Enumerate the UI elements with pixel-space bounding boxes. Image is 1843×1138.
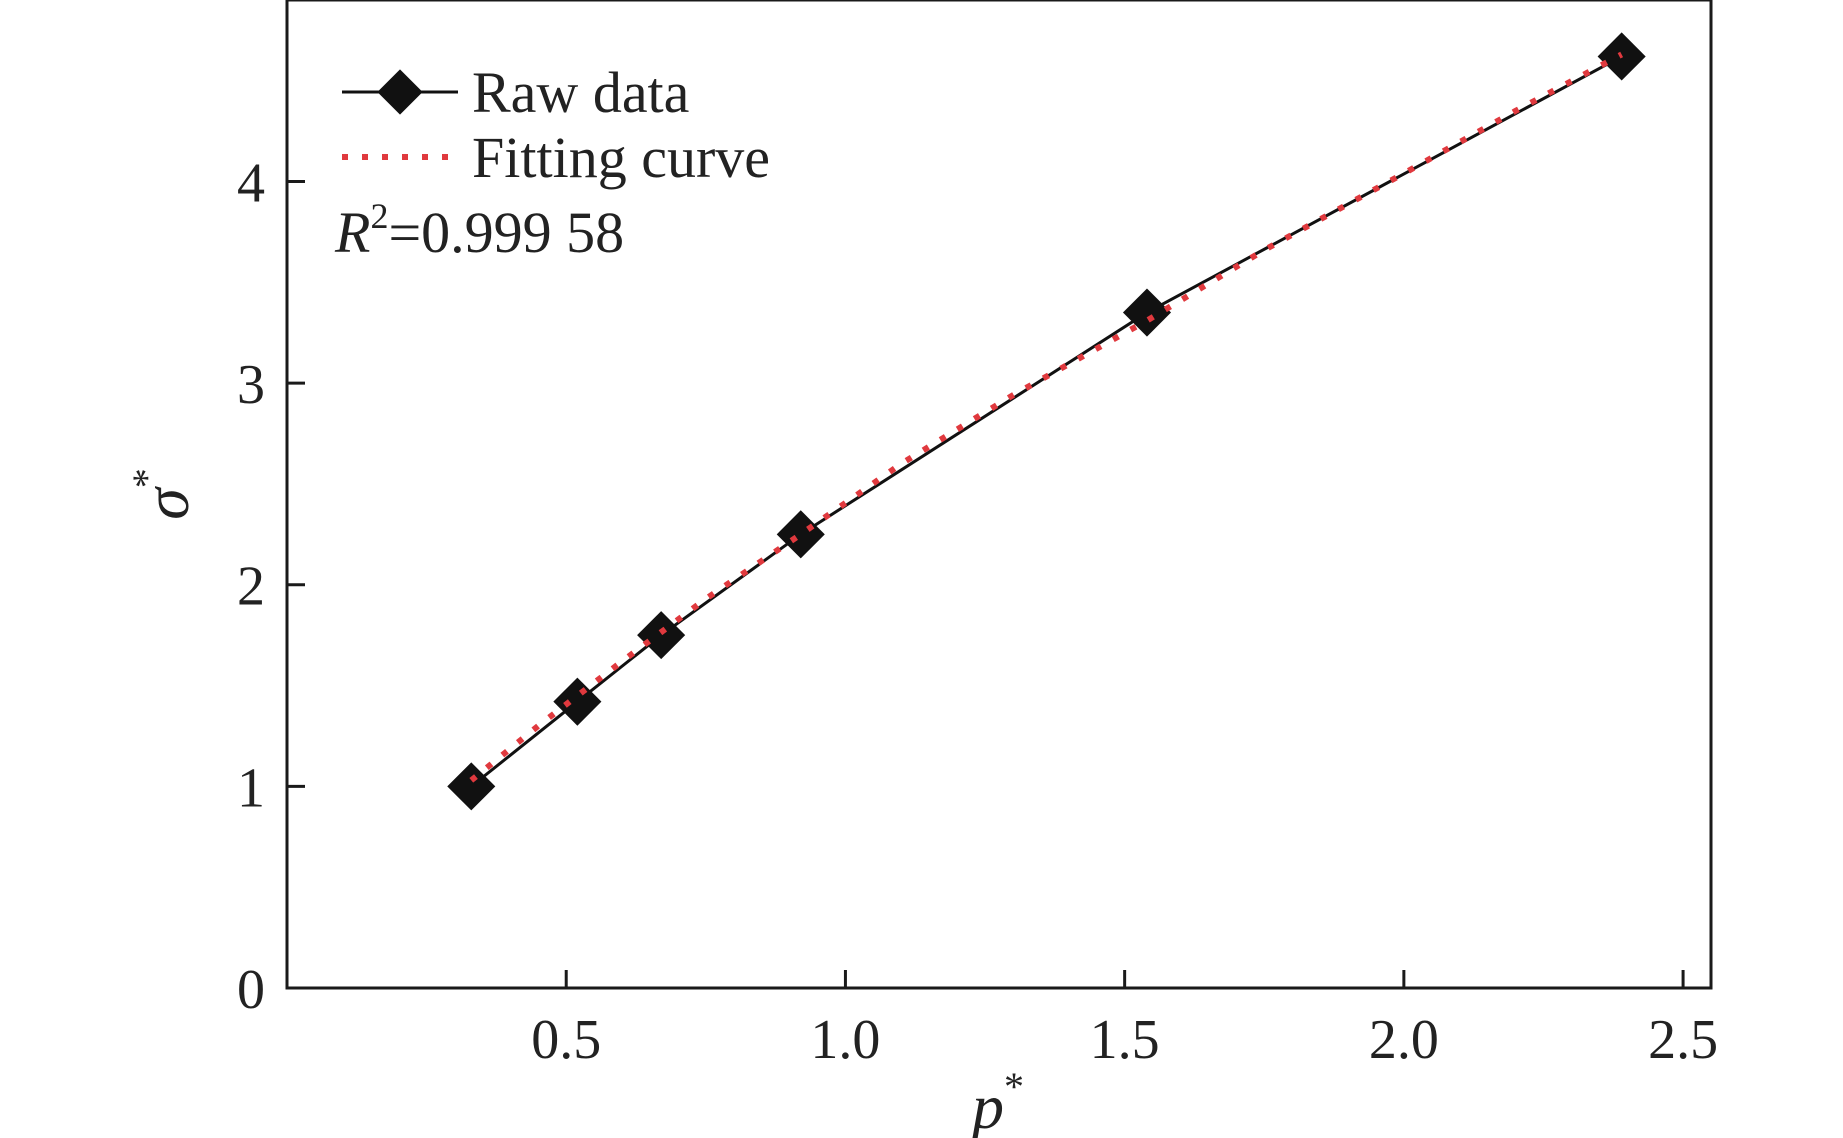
raw-data-point	[553, 677, 602, 726]
raw-data-point	[637, 611, 686, 660]
y-axis-label: σ*	[124, 468, 202, 520]
r-squared-value: =0.999 58	[388, 200, 624, 265]
y-tick-label: 3	[237, 354, 265, 416]
legend-fit-label: Fitting curve	[472, 125, 770, 190]
y-axis-ticks: 0 1 2 3 4	[237, 152, 305, 1021]
y-tick-label: 4	[237, 152, 265, 214]
legend-raw-label: Raw data	[472, 60, 689, 125]
x-axis-ticks: 0.5 1.0 1.5 2.0 2.5	[531, 970, 1718, 1071]
x-tick-label: 1.0	[810, 1009, 880, 1071]
x-tick-label: 2.5	[1648, 1009, 1718, 1071]
x-axis-label-superscript: *	[1004, 1064, 1024, 1109]
plot-frame	[285, 0, 1713, 990]
legend-raw-marker	[377, 69, 423, 115]
x-tick-label: 1.5	[1090, 1009, 1160, 1071]
legend: Raw data Fitting curve	[342, 60, 770, 190]
raw-data-point	[776, 510, 825, 559]
raw-data-point	[447, 762, 496, 811]
r-squared-annotation: R2=0.999 58	[334, 196, 624, 265]
y-axis-label-superscript: *	[124, 468, 169, 488]
x-tick-label: 2.0	[1369, 1009, 1439, 1071]
x-axis-label: p*	[968, 1064, 1024, 1138]
raw-data-layer	[447, 32, 1646, 811]
r-squared-symbol: R	[334, 200, 370, 265]
y-tick-label: 0	[237, 959, 265, 1021]
x-tick-label: 0.5	[531, 1009, 601, 1071]
r-squared-exponent: 2	[370, 196, 388, 236]
y-tick-label: 2	[237, 556, 265, 618]
raw-data-point	[1122, 288, 1172, 337]
y-tick-label: 1	[237, 757, 265, 819]
